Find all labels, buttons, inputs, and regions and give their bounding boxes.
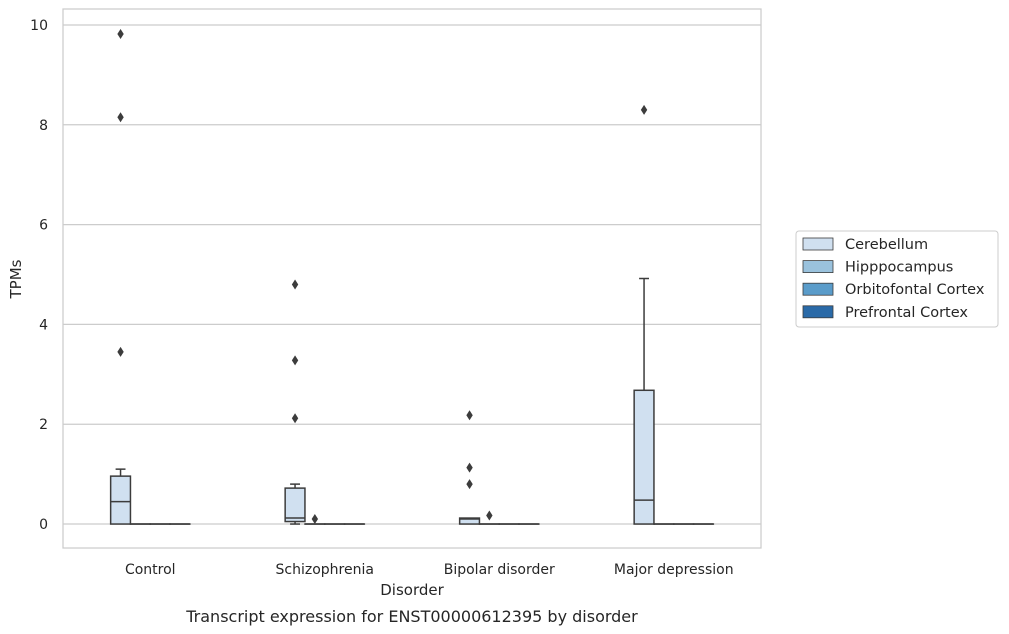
box-body (109, 475, 132, 525)
x-tick-label: Bipolar disorder (444, 562, 555, 578)
x-tick-label: Control (125, 562, 176, 578)
x-tick-label: Schizophrenia (276, 562, 374, 578)
legend-label: Cerebellum (845, 237, 928, 253)
outlier-point (117, 28, 124, 39)
legend-swatch (802, 237, 834, 251)
box-body (633, 389, 655, 525)
legend: Cerebellum Hipppocampus Orbitofontal Corte… (795, 230, 999, 328)
legend-label: Orbitofontal Cortex (845, 282, 985, 298)
x-tick-label: Major depression (614, 562, 734, 578)
legend-frame (795, 230, 999, 328)
box-body (458, 517, 481, 525)
legend-label: Prefrontal Cortex (845, 305, 968, 321)
y-tick-label: 8 (39, 118, 48, 134)
x-axis-label: Disorder (380, 581, 444, 599)
outlier-point (486, 510, 493, 521)
outlier-point (311, 514, 319, 525)
legend-label: Hipppocampus (845, 260, 953, 276)
box-body (284, 487, 306, 523)
y-axis-label: TPMs (7, 259, 25, 299)
y-tick-label: 0 (39, 517, 48, 533)
box-schizophrenia-cerebellum (284, 279, 306, 525)
outlier-point (640, 104, 648, 115)
legend-swatch (802, 282, 834, 296)
y-tick-label: 2 (39, 417, 48, 433)
y-tick-labels: 0 2 4 6 8 10 (30, 18, 48, 533)
legend-swatch (802, 260, 834, 274)
plot-area (62, 8, 762, 549)
outlier-point (291, 279, 299, 290)
outlier-point (291, 413, 299, 424)
box-groups (109, 28, 715, 525)
outlier-point (117, 112, 124, 123)
box-bipolar-disorder-cerebellum (458, 410, 481, 525)
y-tick-label: 4 (39, 317, 48, 333)
y-tick-label: 6 (39, 218, 48, 234)
box-major-depression-cerebellum (633, 104, 655, 525)
legend-swatch (802, 305, 834, 319)
y-tick-label: 10 (30, 18, 48, 34)
outlier-point (466, 462, 473, 473)
x-tick-labels: Control Schizophrenia Bipolar disorder Majo… (125, 562, 734, 578)
outlier-point (466, 479, 473, 490)
chart-caption: Transcript expression for ENST0000061239… (185, 607, 638, 626)
outlier-point (291, 355, 299, 366)
box-control-cerebellum (109, 28, 132, 525)
outlier-point (117, 346, 124, 357)
outlier-point (466, 410, 473, 421)
